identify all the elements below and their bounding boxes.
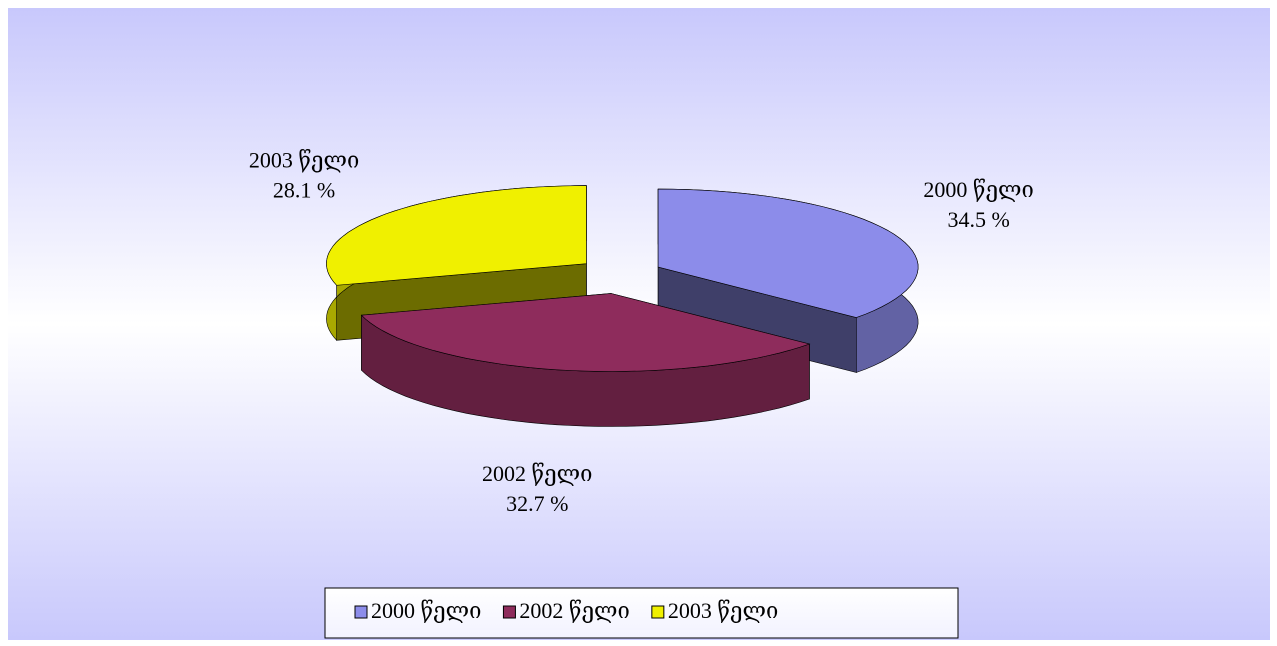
slice-value-label: 32.7 % [506,491,568,516]
legend-label: 2000 წელი [371,598,481,623]
legend-label: 2003 წელი [668,598,778,623]
legend-items: 2000 წელი 2002 წელი 2003 წელი [354,598,778,623]
pie: 2003 წელი 28.1 % 2000 წელი 34.5 % 2002 წელი 3… [249,148,1034,517]
pie-slice [360,293,811,427]
slice-label: 2002 წელი [482,461,592,486]
legend-label: 2002 წელი [519,598,629,623]
slice-top [657,188,919,318]
legend [324,587,959,639]
legend-swatch [502,605,516,619]
slice-top [326,185,587,286]
pie-slice [657,188,919,373]
slice-top [360,293,811,372]
legend-swatch [651,605,665,619]
slice-value-label: 34.5 % [947,207,1009,232]
slice-label: 2003 წელი [249,148,359,173]
slice-label: 2000 წელი [923,177,1033,202]
legend-swatch [354,605,368,619]
slice-value-label: 28.1 % [273,178,335,203]
